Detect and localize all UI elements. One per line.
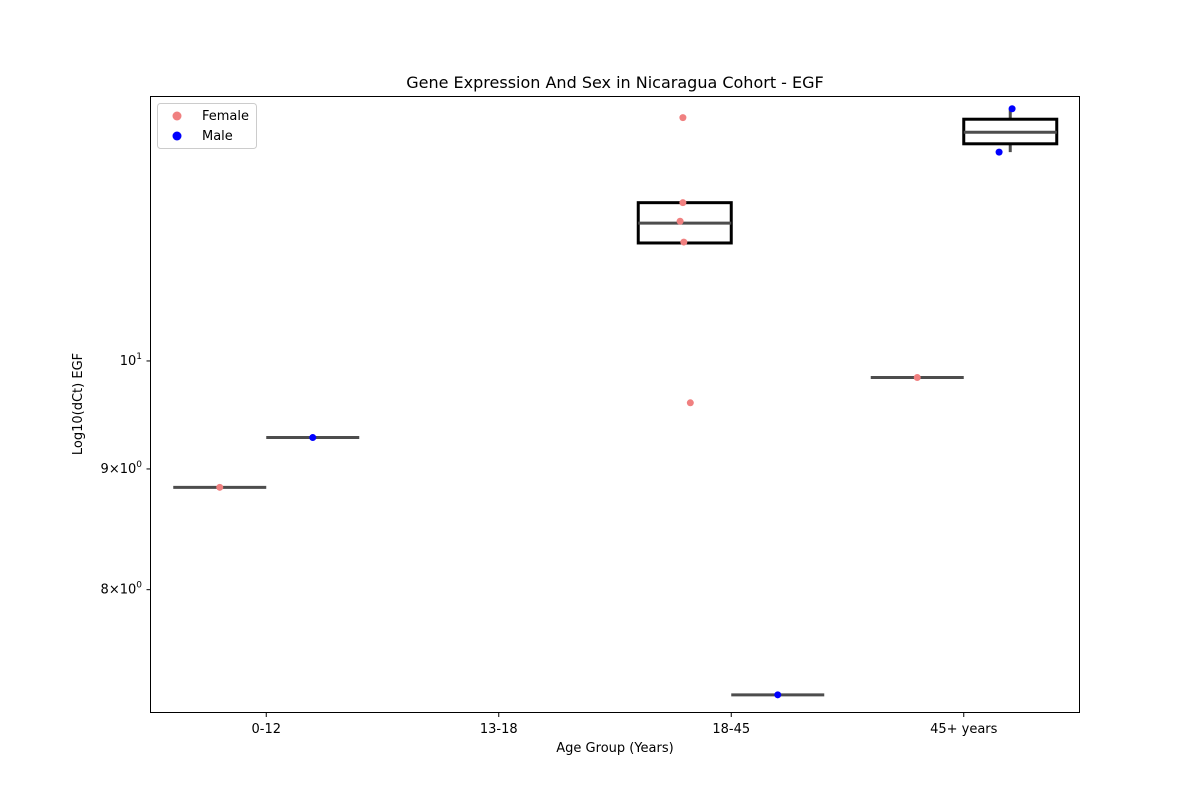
data-point-female <box>679 114 687 122</box>
data-point-female <box>676 217 684 225</box>
data-point-female <box>686 399 694 407</box>
y-tick-label: 101 <box>120 352 142 369</box>
x-axis-label: Age Group (Years) <box>556 741 673 756</box>
legend-marker-female <box>172 111 182 121</box>
data-point-female <box>680 238 688 246</box>
y-axis: 8×100 9×100 101 <box>101 352 150 598</box>
x-tick-label: 0-12 <box>251 722 281 737</box>
legend-frame <box>157 103 257 149</box>
chart-title: Gene Expression And Sex in Nicaragua Coh… <box>406 73 824 92</box>
data-point-male <box>309 434 317 442</box>
x-tick-label: 13-18 <box>480 722 518 737</box>
legend: Female Male <box>157 103 257 149</box>
y-tick-label: 8×100 <box>101 581 143 598</box>
box-female-18-45 <box>636 201 733 245</box>
x-tick-label: 45+ years <box>930 722 998 737</box>
data-point-male <box>1008 105 1016 113</box>
data-point-female <box>679 199 687 207</box>
data-point-male <box>774 691 782 699</box>
plot-area <box>173 105 1059 699</box>
plot-frame <box>150 96 1080 713</box>
legend-marker-male <box>172 131 182 141</box>
legend-label-female: Female <box>202 109 249 124</box>
data-point-male <box>995 148 1003 156</box>
data-point-female <box>216 483 224 491</box>
y-axis-label: Log10(dCt) EGF <box>71 353 86 455</box>
x-tick-label: 18-45 <box>712 722 750 737</box>
x-axis: 0-12 13-18 18-45 45+ years <box>251 712 998 737</box>
box-male-45-years <box>962 108 1059 153</box>
data-point-female <box>913 373 921 381</box>
y-tick-label: 9×100 <box>101 460 143 477</box>
legend-label-male: Male <box>202 129 233 144</box>
